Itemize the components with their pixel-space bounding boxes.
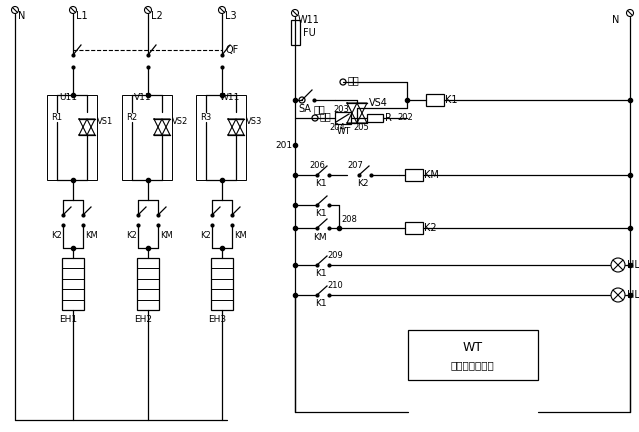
Text: R: R xyxy=(385,113,392,123)
Text: R3: R3 xyxy=(200,112,212,121)
Text: K2: K2 xyxy=(200,231,211,239)
Text: HL1: HL1 xyxy=(627,260,639,270)
Text: QF: QF xyxy=(225,45,238,55)
Text: L1: L1 xyxy=(76,11,88,21)
Text: K2: K2 xyxy=(51,231,62,239)
Bar xyxy=(196,95,246,180)
Text: 208: 208 xyxy=(341,215,357,223)
Bar xyxy=(426,94,444,106)
Text: 202: 202 xyxy=(397,114,413,123)
Bar xyxy=(335,112,351,124)
Text: W11: W11 xyxy=(220,92,240,102)
Text: VS2: VS2 xyxy=(172,118,189,127)
Bar xyxy=(198,112,214,122)
Text: 断开: 断开 xyxy=(314,104,326,114)
Text: SA: SA xyxy=(298,104,311,114)
Text: K1: K1 xyxy=(315,270,327,279)
Text: 204: 204 xyxy=(329,124,345,133)
Text: 201: 201 xyxy=(275,140,292,149)
Text: K2: K2 xyxy=(126,231,137,239)
Text: KM: KM xyxy=(313,232,327,241)
Bar xyxy=(137,258,159,310)
Text: VS3: VS3 xyxy=(246,118,263,127)
Text: EH2: EH2 xyxy=(134,315,152,324)
Text: K2: K2 xyxy=(357,180,369,188)
Text: KM: KM xyxy=(424,170,439,180)
Bar xyxy=(211,258,233,310)
Text: KM: KM xyxy=(85,231,98,239)
Text: VS1: VS1 xyxy=(97,118,113,127)
Text: FU: FU xyxy=(303,28,316,38)
Text: V11: V11 xyxy=(134,92,151,102)
Text: VS4: VS4 xyxy=(369,98,388,108)
Text: WT: WT xyxy=(463,341,482,354)
Text: R1: R1 xyxy=(51,112,62,121)
Bar xyxy=(47,95,97,180)
Bar xyxy=(405,169,423,181)
Text: R2: R2 xyxy=(126,112,137,121)
Text: 手动: 手动 xyxy=(348,75,360,85)
Text: WT: WT xyxy=(337,127,351,137)
Text: U11: U11 xyxy=(59,92,77,102)
Text: K1: K1 xyxy=(315,299,327,308)
Text: W11: W11 xyxy=(298,15,320,25)
Text: 209: 209 xyxy=(327,251,343,260)
Text: HL2: HL2 xyxy=(627,290,639,300)
Text: KM: KM xyxy=(160,231,173,239)
Bar xyxy=(408,330,537,380)
Text: （二位温控仪）: （二位温控仪） xyxy=(450,360,495,370)
Text: 203: 203 xyxy=(333,105,349,114)
Text: K1: K1 xyxy=(315,180,327,188)
Bar xyxy=(62,258,84,310)
Text: K2: K2 xyxy=(424,223,436,233)
Text: 210: 210 xyxy=(327,282,343,290)
Bar xyxy=(367,114,383,122)
Bar xyxy=(49,112,65,122)
Text: K1: K1 xyxy=(315,210,327,219)
Bar xyxy=(122,95,172,180)
Text: N: N xyxy=(18,11,26,21)
Text: L2: L2 xyxy=(151,11,163,21)
Text: N: N xyxy=(612,15,619,25)
Text: K1: K1 xyxy=(445,95,458,105)
Bar xyxy=(405,222,423,234)
Text: 207: 207 xyxy=(347,162,363,171)
Text: 206: 206 xyxy=(309,162,325,171)
Text: L3: L3 xyxy=(225,11,236,21)
Text: EH1: EH1 xyxy=(59,315,77,324)
Bar xyxy=(124,112,140,122)
Text: 205: 205 xyxy=(353,124,369,133)
Text: KM: KM xyxy=(234,231,247,239)
Text: 自动: 自动 xyxy=(320,111,332,121)
Bar xyxy=(291,20,300,45)
Text: EH3: EH3 xyxy=(208,315,226,324)
